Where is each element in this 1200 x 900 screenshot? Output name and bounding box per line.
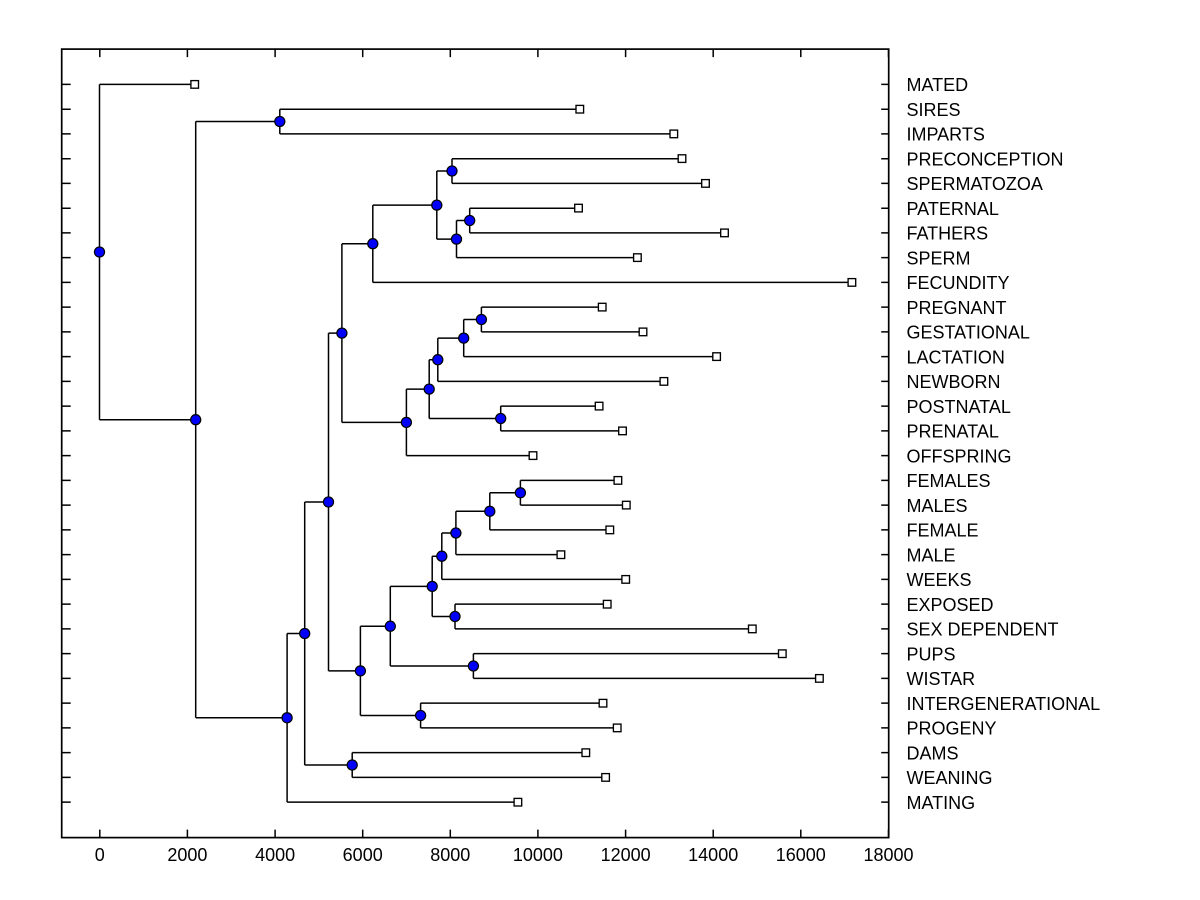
svg-text:IMPARTS: IMPARTS xyxy=(907,125,985,145)
svg-text:MATING: MATING xyxy=(907,793,976,813)
svg-text:WISTAR: WISTAR xyxy=(907,669,976,689)
svg-text:PUPS: PUPS xyxy=(907,644,956,664)
svg-text:FEMALE: FEMALE xyxy=(907,521,979,541)
svg-text:GESTATIONAL: GESTATIONAL xyxy=(907,323,1030,343)
svg-text:12000: 12000 xyxy=(601,845,651,865)
svg-text:OFFSPRING: OFFSPRING xyxy=(907,446,1012,466)
svg-text:SPERM: SPERM xyxy=(907,248,971,268)
svg-text:PRENATAL: PRENATAL xyxy=(907,422,999,442)
svg-text:SEX DEPENDENT: SEX DEPENDENT xyxy=(907,620,1059,640)
svg-text:6000: 6000 xyxy=(343,845,383,865)
svg-text:2000: 2000 xyxy=(167,845,207,865)
svg-text:SPERMATOZOA: SPERMATOZOA xyxy=(907,174,1043,194)
svg-text:LACTATION: LACTATION xyxy=(907,347,1005,367)
svg-text:8000: 8000 xyxy=(430,845,470,865)
svg-text:POSTNATAL: POSTNATAL xyxy=(907,397,1011,417)
svg-text:PRECONCEPTION: PRECONCEPTION xyxy=(907,150,1064,170)
svg-text:MATED: MATED xyxy=(907,75,969,95)
svg-text:MALE: MALE xyxy=(907,545,956,565)
svg-text:FEMALES: FEMALES xyxy=(907,471,991,491)
svg-text:10000: 10000 xyxy=(513,845,563,865)
svg-text:FECUNDITY: FECUNDITY xyxy=(907,273,1010,293)
svg-text:16000: 16000 xyxy=(776,845,826,865)
svg-text:PROGENY: PROGENY xyxy=(907,719,997,739)
svg-text:PATERNAL: PATERNAL xyxy=(907,199,999,219)
svg-text:INTERGENERATIONAL: INTERGENERATIONAL xyxy=(907,694,1101,714)
svg-text:18000: 18000 xyxy=(863,845,913,865)
svg-text:WEANING: WEANING xyxy=(907,768,993,788)
svg-text:4000: 4000 xyxy=(255,845,295,865)
svg-text:WEEKS: WEEKS xyxy=(907,570,972,590)
svg-text:FATHERS: FATHERS xyxy=(907,224,989,244)
svg-text:SIRES: SIRES xyxy=(907,100,961,120)
svg-text:PREGNANT: PREGNANT xyxy=(907,298,1007,318)
svg-text:0: 0 xyxy=(95,845,105,865)
svg-text:EXPOSED: EXPOSED xyxy=(907,595,994,615)
svg-text:NEWBORN: NEWBORN xyxy=(907,372,1001,392)
svg-text:14000: 14000 xyxy=(688,845,738,865)
svg-text:DAMS: DAMS xyxy=(907,743,959,763)
svg-text:MALES: MALES xyxy=(907,496,968,516)
